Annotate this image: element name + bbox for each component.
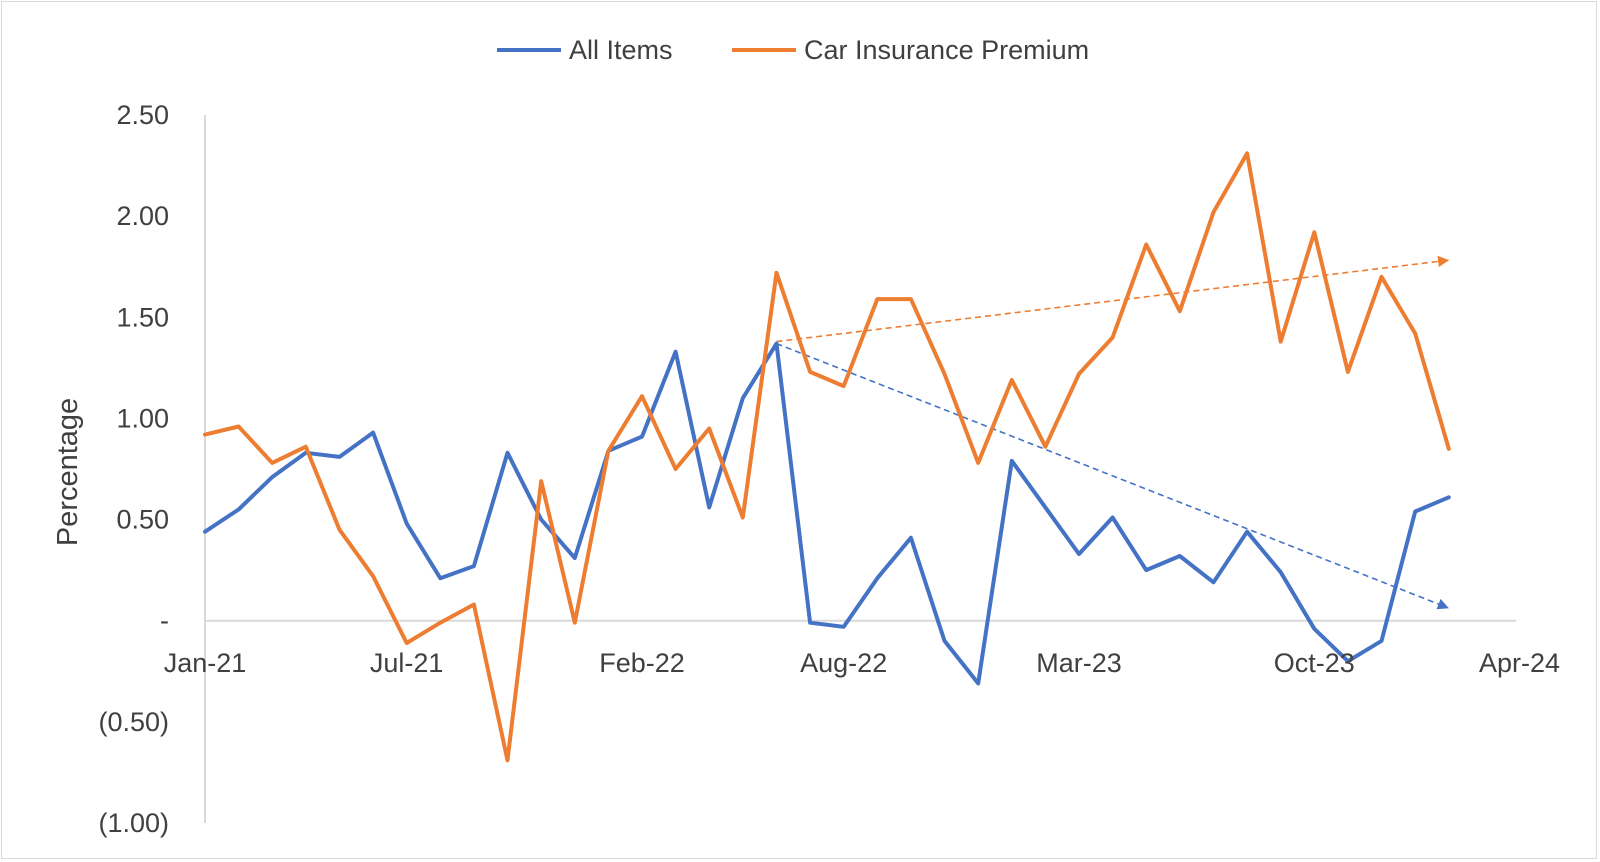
trendline-all-items bbox=[776, 342, 1449, 610]
x-tick-label: Jan-21 bbox=[164, 648, 247, 678]
legend-label-all-items: All Items bbox=[569, 35, 673, 65]
x-tick-label: Feb-22 bbox=[599, 648, 685, 678]
axes bbox=[204, 115, 1516, 823]
y-tick-label: 2.50 bbox=[116, 100, 169, 130]
legend-label-car-insurance: Car Insurance Premium bbox=[804, 35, 1089, 65]
y-tick-label: 1.00 bbox=[116, 403, 169, 433]
x-tick-label: Apr-24 bbox=[1479, 648, 1560, 678]
y-tick-label: (0.50) bbox=[98, 707, 169, 737]
legend: All Items Car Insurance Premium bbox=[497, 35, 1089, 65]
y-tick-label: 2.00 bbox=[116, 201, 169, 231]
y-tick-label: 1.50 bbox=[116, 302, 169, 332]
x-tick-labels: Jan-21 Jul-21 Feb-22 Aug-22 Mar-23 Oct-23 Apr-… bbox=[164, 648, 1560, 678]
y-tick-label: - bbox=[160, 606, 169, 636]
series-lines bbox=[203, 151, 1451, 763]
x-tick-label: Oct-23 bbox=[1274, 648, 1355, 678]
y-tick-label: 0.50 bbox=[116, 505, 169, 535]
x-tick-label: Aug-22 bbox=[800, 648, 887, 678]
x-tick-label: Jul-21 bbox=[370, 648, 444, 678]
series-line-all-items bbox=[203, 341, 1451, 686]
series-line-car-insurance bbox=[203, 151, 1451, 763]
y-tick-labels: 2.50 2.00 1.50 1.00 0.50 - (0.50) (1.00) bbox=[98, 100, 169, 838]
y-tick-label: (1.00) bbox=[98, 808, 169, 838]
trendlines bbox=[776, 255, 1450, 610]
x-tick-label: Mar-23 bbox=[1036, 648, 1122, 678]
y-axis-title: Percentage bbox=[52, 398, 84, 546]
trendline-car-insurance bbox=[776, 255, 1450, 343]
